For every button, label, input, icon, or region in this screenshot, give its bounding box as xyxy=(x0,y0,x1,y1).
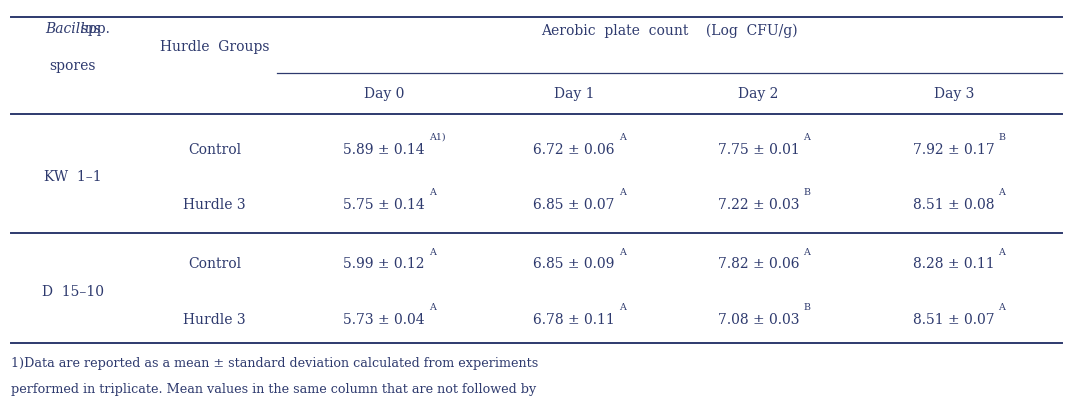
Text: Bacillus: Bacillus xyxy=(45,22,101,36)
Text: A1): A1) xyxy=(429,133,445,142)
Text: 5.75 ± 0.14: 5.75 ± 0.14 xyxy=(343,198,425,211)
Text: A: A xyxy=(619,188,626,197)
Text: B: B xyxy=(999,133,1005,142)
Text: Control: Control xyxy=(188,257,241,271)
Text: A: A xyxy=(999,302,1005,311)
Text: spp.: spp. xyxy=(36,22,109,36)
Text: Day 3: Day 3 xyxy=(934,87,974,101)
Text: A: A xyxy=(619,302,626,311)
Text: A: A xyxy=(429,302,436,311)
Text: Day 1: Day 1 xyxy=(554,87,594,101)
Text: 6.72 ± 0.06: 6.72 ± 0.06 xyxy=(533,142,615,156)
Text: Hurdle 3: Hurdle 3 xyxy=(183,312,246,326)
Text: 8.51 ± 0.08: 8.51 ± 0.08 xyxy=(913,198,995,211)
Text: 7.75 ± 0.01: 7.75 ± 0.01 xyxy=(718,142,799,156)
Text: 6.85 ± 0.07: 6.85 ± 0.07 xyxy=(533,198,615,211)
Text: 6.85 ± 0.09: 6.85 ± 0.09 xyxy=(533,257,615,271)
Text: 7.22 ± 0.03: 7.22 ± 0.03 xyxy=(718,198,799,211)
Text: 7.82 ± 0.06: 7.82 ± 0.06 xyxy=(718,257,799,271)
Text: Control: Control xyxy=(188,142,241,156)
Text: A: A xyxy=(619,247,626,256)
Text: Day 0: Day 0 xyxy=(364,87,405,101)
Text: A: A xyxy=(619,133,626,142)
Text: A: A xyxy=(429,188,436,197)
Text: 5.89 ± 0.14: 5.89 ± 0.14 xyxy=(343,142,425,156)
Text: 1)Data are reported as a mean ± standard deviation calculated from experiments: 1)Data are reported as a mean ± standard… xyxy=(11,356,538,369)
Text: 7.92 ± 0.17: 7.92 ± 0.17 xyxy=(913,142,995,156)
Text: A: A xyxy=(999,247,1005,256)
Text: A: A xyxy=(804,133,810,142)
Text: Day 2: Day 2 xyxy=(738,87,779,101)
Text: 6.78 ± 0.11: 6.78 ± 0.11 xyxy=(533,312,615,326)
Text: 5.99 ± 0.12: 5.99 ± 0.12 xyxy=(343,257,425,271)
Text: D  15–10: D 15–10 xyxy=(42,284,104,299)
Text: A: A xyxy=(804,247,810,256)
Text: 8.28 ± 0.11: 8.28 ± 0.11 xyxy=(913,257,995,271)
Text: B: B xyxy=(804,188,810,197)
Text: KW  1–1: KW 1–1 xyxy=(44,170,102,184)
Text: Hurdle  Groups: Hurdle Groups xyxy=(160,40,269,54)
Text: spores: spores xyxy=(49,58,97,72)
Text: Hurdle 3: Hurdle 3 xyxy=(183,198,246,211)
Text: A: A xyxy=(999,188,1005,197)
Text: B: B xyxy=(804,302,810,311)
Text: A: A xyxy=(429,247,436,256)
Text: 7.08 ± 0.03: 7.08 ± 0.03 xyxy=(718,312,799,326)
Text: 5.73 ± 0.04: 5.73 ± 0.04 xyxy=(343,312,425,326)
Text: Aerobic  plate  count    (Log  CFU/g): Aerobic plate count (Log CFU/g) xyxy=(541,23,798,38)
Text: 8.51 ± 0.07: 8.51 ± 0.07 xyxy=(913,312,995,326)
Text: performed in triplicate. Mean values in the same column that are not followed by: performed in triplicate. Mean values in … xyxy=(11,382,536,396)
